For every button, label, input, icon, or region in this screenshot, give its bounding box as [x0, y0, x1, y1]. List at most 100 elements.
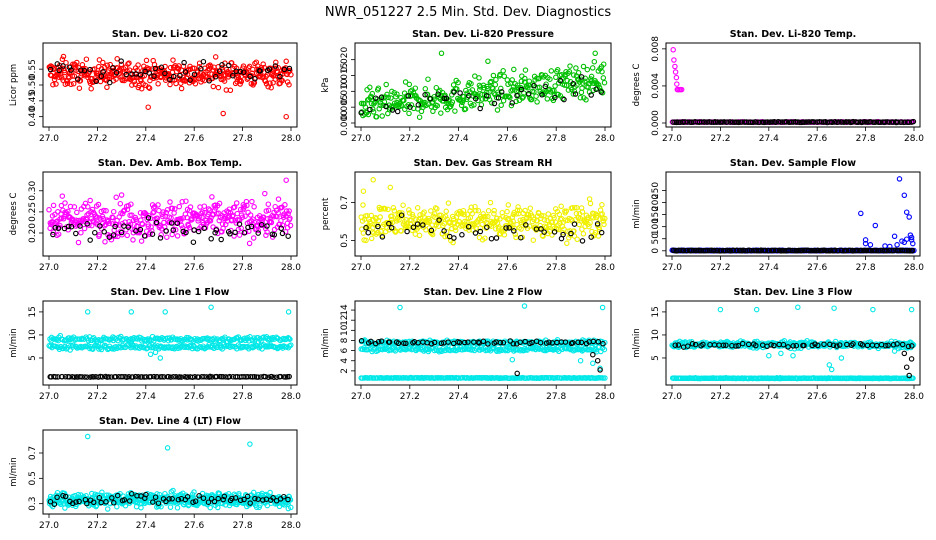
y-tick-label: 5: [28, 355, 38, 361]
x-tick-label: 28.0: [281, 392, 301, 402]
data-point: [200, 58, 207, 65]
data-point: [216, 200, 223, 207]
x-tick-label: 27.0: [662, 263, 682, 273]
data-point: [491, 207, 497, 214]
data-point: [72, 64, 79, 71]
data-point: [523, 222, 529, 228]
data-point: [287, 336, 293, 342]
data-point: [377, 102, 383, 109]
data-point: [672, 69, 679, 75]
data-point: [534, 99, 540, 105]
data-point: [723, 342, 729, 348]
data-point: [208, 304, 214, 311]
series-flagged: [47, 58, 293, 86]
data-point: [261, 222, 267, 229]
data-point: [94, 214, 100, 220]
data-point: [212, 73, 219, 80]
series-bottom: [669, 304, 916, 382]
data-point: [567, 63, 573, 69]
data-point: [199, 214, 205, 221]
data-point: [162, 63, 168, 70]
x-tick-label: 27.2: [87, 263, 107, 273]
data-point: [402, 79, 409, 85]
data-point: [146, 70, 153, 76]
data-point: [157, 355, 164, 361]
data-point: [503, 225, 509, 231]
x-tick-label: 27.4: [759, 134, 779, 144]
y-tick-label: 10: [28, 329, 38, 341]
data-point: [168, 220, 175, 226]
data-point: [811, 119, 817, 125]
data-point: [477, 105, 483, 112]
data-point: [100, 69, 106, 75]
data-point: [286, 373, 292, 380]
data-point: [124, 68, 130, 74]
data-point: [367, 84, 373, 91]
data-point: [91, 343, 98, 349]
data-point: [154, 374, 160, 380]
data-point: [599, 202, 605, 208]
data-point: [578, 74, 585, 80]
data-point: [79, 374, 85, 380]
data-point: [170, 73, 177, 80]
data-point: [246, 240, 253, 247]
data-point: [189, 374, 196, 380]
data-point: [50, 81, 56, 88]
data-point: [59, 56, 66, 62]
data-point: [858, 247, 865, 254]
data-point: [389, 107, 396, 113]
data-point: [282, 202, 288, 208]
data-point: [472, 230, 479, 236]
data-point: [129, 82, 135, 88]
data-point: [268, 84, 274, 91]
data-point: [600, 215, 606, 222]
series-flagged: [358, 338, 606, 377]
y-tick-label: 0.020: [340, 47, 350, 73]
panel-title: Stan. Dev. Line 4 (LT) Flow: [99, 416, 241, 427]
data-point: [241, 230, 248, 236]
data-point: [587, 219, 593, 226]
data-point: [558, 375, 565, 381]
data-point: [403, 340, 409, 347]
data-point: [489, 100, 495, 106]
data-point: [427, 96, 434, 102]
data-point: [883, 247, 890, 254]
data-point: [96, 57, 103, 63]
data-point: [283, 113, 289, 120]
data-point: [458, 102, 465, 109]
data-point: [487, 199, 494, 206]
data-point: [147, 351, 154, 358]
data-point: [465, 82, 472, 89]
data-point: [560, 231, 566, 238]
data-point: [249, 198, 255, 205]
data-point: [117, 200, 124, 207]
data-point: [464, 218, 470, 225]
y-tick-label: 15: [28, 306, 38, 317]
data-point: [841, 119, 847, 125]
data-point: [221, 78, 228, 84]
data-point: [281, 66, 288, 73]
data-point: [477, 228, 484, 235]
data-point: [438, 50, 445, 57]
data-point: [205, 206, 212, 212]
data-point: [106, 220, 112, 227]
y-tick-label: 0.5: [28, 471, 38, 485]
data-point: [191, 71, 198, 78]
data-point: [770, 247, 777, 254]
data-point: [206, 78, 212, 84]
data-point: [457, 90, 463, 96]
data-point: [539, 92, 545, 98]
data-point: [874, 342, 880, 349]
data-point: [705, 247, 711, 254]
data-point: [113, 194, 119, 201]
data-point: [383, 103, 389, 110]
data-point: [150, 210, 156, 216]
data-point: [184, 343, 191, 350]
panel-8: Stan. Dev. Line 2 Flowml/min246810121427…: [321, 287, 615, 402]
data-point: [52, 225, 59, 231]
data-point: [417, 212, 423, 218]
data-point: [724, 119, 730, 125]
data-point: [509, 100, 515, 106]
data-point: [53, 81, 59, 87]
data-point: [750, 119, 756, 126]
